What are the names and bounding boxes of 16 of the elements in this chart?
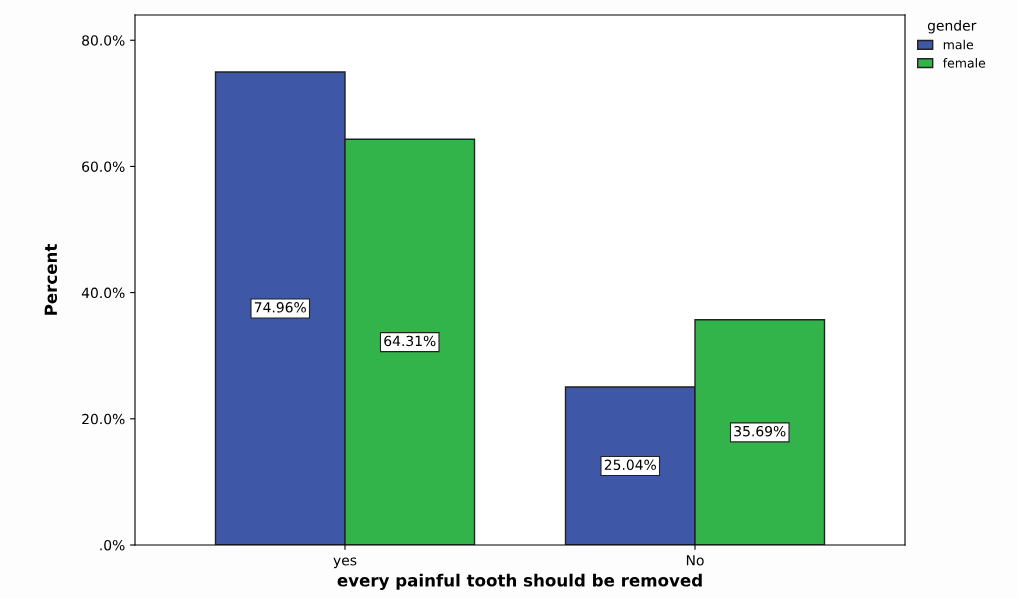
y-tick-label: 60.0% [82,161,125,172]
x-tick-label: yes [333,557,357,569]
legend-label: female [942,58,986,68]
data-label: 64.31% [384,335,436,347]
y-tick-label: .0% [100,539,125,551]
data-label: 35.69% [734,425,786,437]
legend-label: male [943,39,974,50]
legend-title: gender [927,20,977,34]
y-tick-label: 40.0% [81,287,125,299]
y-tick-label: 80.0% [82,35,125,46]
y-tick-label: 20.0% [82,413,125,425]
x-tick-label: No [686,555,704,566]
data-label: 74.96% [254,302,306,313]
data-label: 25.04% [604,459,656,471]
x-axis-title: every painful tooth should be removed [337,573,702,590]
y-axis-title: Percent [44,244,58,315]
